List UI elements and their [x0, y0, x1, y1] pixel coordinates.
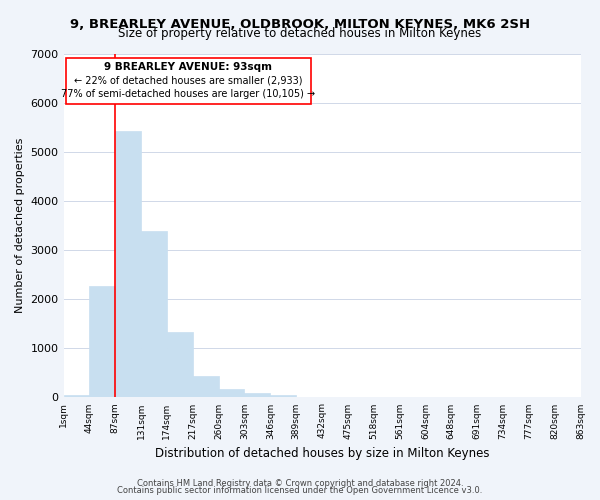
Bar [167, 332, 193, 398]
Text: 77% of semi-detached houses are larger (10,105) →: 77% of semi-detached houses are larger (… [61, 89, 316, 99]
Bar [244, 392, 271, 398]
X-axis label: Distribution of detached houses by size in Milton Keynes: Distribution of detached houses by size … [155, 447, 489, 460]
Bar [218, 389, 244, 398]
Y-axis label: Number of detached properties: Number of detached properties [15, 138, 25, 314]
Bar [115, 131, 141, 398]
Bar [271, 395, 296, 398]
Bar [89, 286, 115, 398]
Bar [193, 376, 218, 398]
Text: ← 22% of detached houses are smaller (2,933): ← 22% of detached houses are smaller (2,… [74, 76, 302, 86]
Bar [64, 395, 89, 398]
Bar [141, 230, 167, 398]
Text: 9, BREARLEY AVENUE, OLDBROOK, MILTON KEYNES, MK6 2SH: 9, BREARLEY AVENUE, OLDBROOK, MILTON KEY… [70, 18, 530, 30]
FancyBboxPatch shape [65, 58, 311, 104]
Text: Contains public sector information licensed under the Open Government Licence v3: Contains public sector information licen… [118, 486, 482, 495]
Text: 9 BREARLEY AVENUE: 93sqm: 9 BREARLEY AVENUE: 93sqm [104, 62, 272, 72]
Text: Size of property relative to detached houses in Milton Keynes: Size of property relative to detached ho… [118, 28, 482, 40]
Text: Contains HM Land Registry data © Crown copyright and database right 2024.: Contains HM Land Registry data © Crown c… [137, 478, 463, 488]
